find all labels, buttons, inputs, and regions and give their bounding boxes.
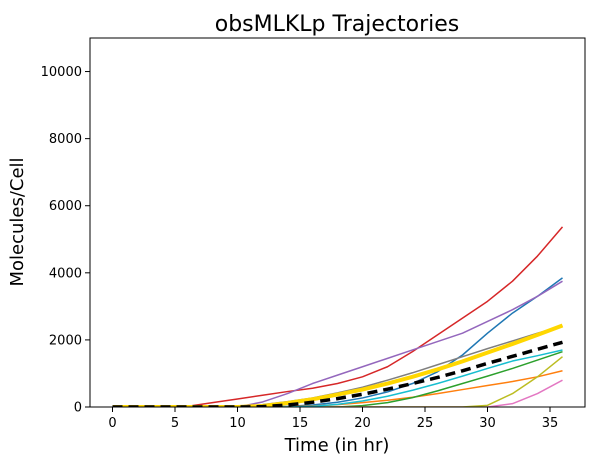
- x-tick-label: 25: [417, 416, 434, 431]
- y-tick-label: 0: [74, 401, 82, 416]
- series-line-9: [112, 349, 563, 407]
- series-line-4: [112, 226, 564, 407]
- x-axis-label: Time (in hr): [284, 435, 390, 456]
- x-tick-label: 5: [171, 416, 179, 431]
- x-tick-label: 15: [292, 416, 309, 431]
- plot-area: [112, 226, 564, 407]
- plot-frame: [89, 37, 586, 408]
- y-tick-label: 6000: [49, 199, 82, 214]
- series-line-11: [112, 340, 563, 407]
- y-tick-label: 4000: [49, 266, 82, 281]
- series-line-10: [112, 323, 564, 407]
- chart-title: obsMLKLp Trajectories: [215, 12, 459, 37]
- y-tick-label: 8000: [49, 132, 82, 147]
- y-tick-label: 2000: [49, 333, 82, 348]
- x-tick-label: 30: [479, 416, 496, 431]
- axes: 0 5 10 15 20 25 30 35 0 2000 4000 6000 8000 10000: [41, 37, 586, 431]
- series-line-5: [112, 280, 563, 407]
- series-line-3: [112, 350, 563, 407]
- x-tick-label: 35: [542, 416, 559, 431]
- series-line-1: [112, 277, 563, 407]
- y-tick-label: 10000: [41, 65, 82, 80]
- series-line-8: [112, 356, 563, 407]
- y-axis-label: Molecules/Cell: [7, 157, 28, 286]
- x-tick-label: 0: [108, 416, 116, 431]
- x-tick-label: 20: [354, 416, 371, 431]
- x-tick-label: 10: [229, 416, 246, 431]
